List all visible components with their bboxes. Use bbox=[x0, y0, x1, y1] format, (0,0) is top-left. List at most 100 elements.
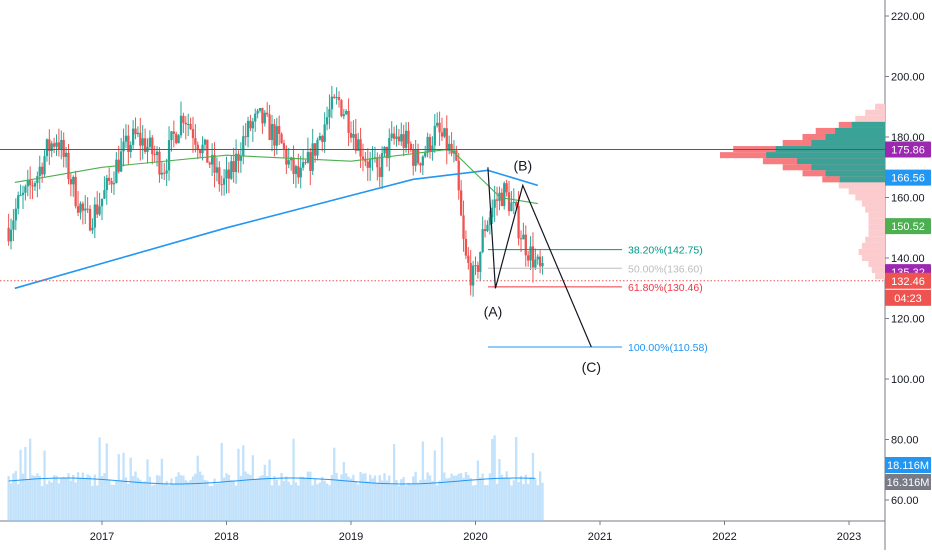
volume-bar bbox=[376, 483, 379, 521]
volume-bar bbox=[352, 474, 355, 521]
candle-body bbox=[321, 135, 324, 142]
candle-body bbox=[177, 135, 180, 144]
candle-body bbox=[258, 108, 262, 111]
value-area-bar bbox=[825, 170, 885, 177]
candle-body bbox=[254, 113, 257, 122]
volume-bar bbox=[483, 485, 487, 521]
volume-profile-bar bbox=[848, 188, 885, 195]
price-badge bbox=[885, 169, 931, 186]
volume-profile-bar bbox=[868, 218, 885, 225]
volume-profile-bar bbox=[865, 109, 885, 116]
volume-bar bbox=[165, 481, 168, 521]
candle-body bbox=[369, 159, 372, 168]
candle-body bbox=[333, 96, 336, 98]
candle-body bbox=[239, 156, 243, 161]
candle-body bbox=[481, 229, 484, 253]
volume-bar bbox=[395, 479, 398, 521]
volume-bar bbox=[72, 474, 75, 521]
volume-bar bbox=[31, 475, 34, 521]
volume-bar bbox=[160, 458, 164, 521]
candle-body bbox=[297, 166, 300, 178]
volume-bar bbox=[301, 476, 305, 521]
volume-bar bbox=[424, 479, 427, 521]
volume-bar bbox=[536, 485, 539, 521]
candle-body bbox=[342, 114, 345, 117]
volume-bar bbox=[436, 485, 439, 521]
volume-bar bbox=[210, 485, 214, 521]
candle-body bbox=[100, 198, 104, 207]
candle-body bbox=[531, 246, 535, 268]
volume-bar bbox=[428, 475, 432, 521]
candle-body bbox=[266, 112, 269, 115]
volume-bar bbox=[158, 475, 161, 521]
candle-body bbox=[282, 143, 286, 149]
candle-body bbox=[67, 152, 70, 180]
candle-body bbox=[519, 238, 523, 240]
candle-body bbox=[395, 136, 398, 139]
candle-body bbox=[268, 114, 271, 140]
price-badge bbox=[885, 218, 931, 235]
wave-label: (C) bbox=[582, 359, 601, 375]
volume-bar bbox=[218, 483, 221, 521]
fib-level-label: 50.00%(136.60) bbox=[628, 263, 703, 275]
candle-body bbox=[440, 132, 444, 137]
price-badge-label: 175.86 bbox=[891, 145, 925, 157]
candle-body bbox=[380, 153, 384, 177]
candle-body bbox=[316, 139, 319, 156]
volume-bar bbox=[306, 471, 310, 521]
volume-bar bbox=[146, 459, 149, 521]
value-area-bar bbox=[766, 152, 885, 159]
candle-body bbox=[153, 154, 156, 156]
candle-body bbox=[402, 134, 405, 148]
volume-bar bbox=[354, 482, 357, 521]
candle-body bbox=[404, 130, 408, 148]
price-badge bbox=[885, 272, 931, 289]
candle-body bbox=[76, 206, 80, 213]
candle-body bbox=[213, 155, 216, 173]
candle-body bbox=[69, 179, 73, 185]
candle-body bbox=[474, 265, 477, 267]
volume-bar bbox=[524, 474, 527, 521]
volume-bar bbox=[112, 484, 116, 521]
candle-body bbox=[163, 172, 166, 174]
candle-body bbox=[127, 135, 130, 152]
candle-body bbox=[285, 148, 288, 165]
candle-body bbox=[347, 110, 350, 133]
candle-body bbox=[397, 136, 401, 142]
volume-bar bbox=[527, 483, 530, 521]
candle-body bbox=[522, 234, 525, 240]
volume-bar bbox=[500, 474, 503, 521]
volume-bar bbox=[421, 441, 424, 521]
volume-bar bbox=[246, 473, 250, 521]
volume-bar bbox=[254, 478, 257, 521]
candle-body bbox=[328, 109, 331, 118]
volume-bar bbox=[402, 477, 405, 521]
volume-profile-bar bbox=[868, 230, 885, 237]
candle-body bbox=[122, 141, 125, 152]
candle-body bbox=[7, 227, 10, 242]
candle-body bbox=[483, 229, 487, 232]
volume-bar bbox=[60, 477, 63, 521]
volume-bar bbox=[495, 483, 499, 521]
candle-body bbox=[36, 175, 39, 184]
volume-bar bbox=[120, 479, 123, 521]
candle-body bbox=[115, 159, 118, 184]
wave-path bbox=[487, 167, 592, 348]
candle-body bbox=[392, 133, 396, 139]
candle-body bbox=[409, 143, 413, 150]
candle-body bbox=[57, 142, 61, 150]
volume-bar bbox=[268, 459, 271, 521]
candle-body bbox=[60, 140, 63, 150]
x-tick-label: 2019 bbox=[339, 531, 363, 543]
volume-bar bbox=[316, 484, 319, 521]
volume-bar bbox=[21, 473, 25, 521]
candle-body bbox=[110, 180, 113, 185]
volume-badge-label: 16.316M bbox=[887, 477, 930, 489]
volume-bar bbox=[76, 472, 80, 521]
candle-body bbox=[426, 136, 429, 153]
candle-body bbox=[52, 143, 56, 147]
candle-body bbox=[292, 157, 295, 175]
candle-body bbox=[419, 163, 422, 166]
